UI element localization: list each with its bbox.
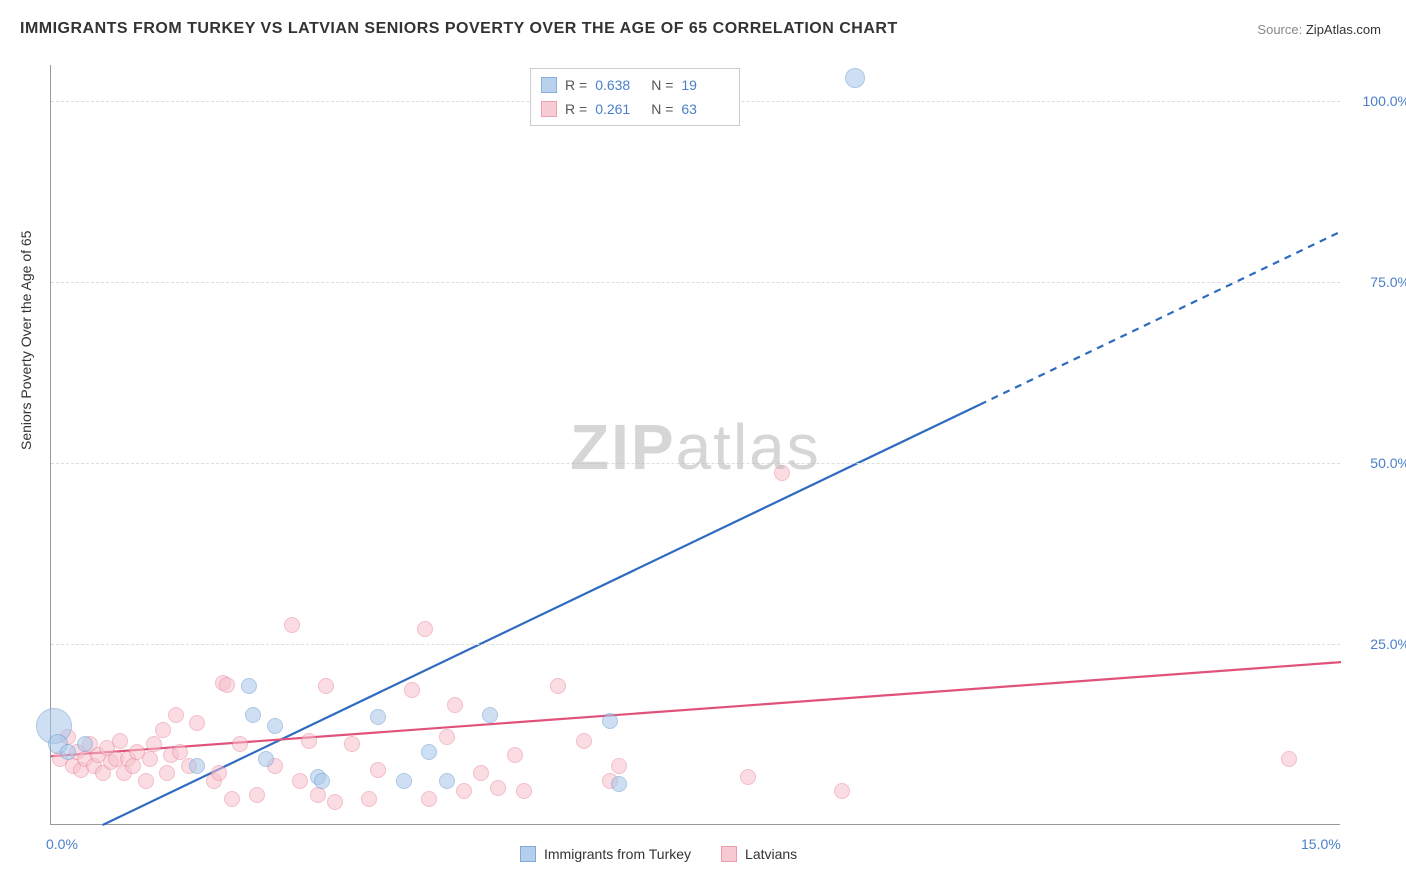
- trendline-dashed-turkey: [980, 231, 1341, 404]
- source-value: ZipAtlas.com: [1306, 22, 1381, 37]
- legend-item-turkey: Immigrants from Turkey: [520, 846, 691, 862]
- legend-row-latvians: R = 0.261 N = 63: [541, 97, 729, 121]
- x-tick-label: 0.0%: [46, 836, 78, 852]
- y-tick-label: 75.0%: [1350, 274, 1406, 290]
- trendline-latvians: [51, 662, 1341, 756]
- legend-swatch-icon: [721, 846, 737, 862]
- legend-n-value: 19: [681, 77, 729, 93]
- legend-item-latvians: Latvians: [721, 846, 797, 862]
- correlation-legend: R = 0.638 N = 19 R = 0.261 N = 63: [530, 68, 740, 126]
- source-attribution: Source: ZipAtlas.com: [1257, 22, 1381, 37]
- series-legend: Immigrants from Turkey Latvians: [520, 846, 797, 862]
- trend-lines-svg: [51, 65, 1341, 825]
- legend-swatch-icon: [541, 77, 557, 93]
- legend-r-label: R =: [565, 77, 587, 93]
- y-tick-label: 100.0%: [1350, 93, 1406, 109]
- legend-series-label: Immigrants from Turkey: [544, 846, 691, 862]
- legend-series-label: Latvians: [745, 846, 797, 862]
- y-axis-label: Seniors Poverty Over the Age of 65: [18, 231, 34, 450]
- plot-area: 25.0%50.0%75.0%100.0%0.0%15.0%: [50, 65, 1340, 825]
- legend-n-value: 63: [681, 101, 729, 117]
- trendline-turkey: [103, 405, 980, 825]
- legend-swatch-icon: [541, 101, 557, 117]
- gridline: [51, 463, 1340, 464]
- legend-r-label: R =: [565, 101, 587, 117]
- legend-row-turkey: R = 0.638 N = 19: [541, 73, 729, 97]
- legend-r-value: 0.638: [595, 77, 643, 93]
- y-tick-label: 50.0%: [1350, 455, 1406, 471]
- legend-swatch-icon: [520, 846, 536, 862]
- y-tick-label: 25.0%: [1350, 636, 1406, 652]
- legend-n-label: N =: [651, 77, 673, 93]
- x-tick-label: 15.0%: [1301, 836, 1341, 852]
- source-label: Source:: [1257, 22, 1302, 37]
- gridline: [51, 282, 1340, 283]
- gridline: [51, 644, 1340, 645]
- chart-container: IMMIGRANTS FROM TURKEY VS LATVIAN SENIOR…: [0, 0, 1406, 892]
- legend-r-value: 0.261: [595, 101, 643, 117]
- chart-title: IMMIGRANTS FROM TURKEY VS LATVIAN SENIOR…: [20, 20, 898, 38]
- legend-n-label: N =: [651, 101, 673, 117]
